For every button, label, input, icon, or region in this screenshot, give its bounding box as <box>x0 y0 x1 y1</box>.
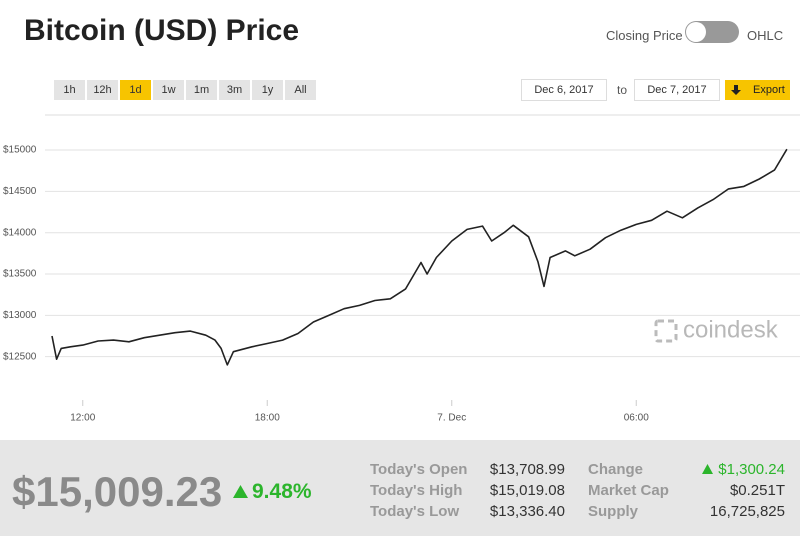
range-button[interactable]: 1m <box>186 80 217 100</box>
x-tick-label: 7. Dec <box>437 413 466 424</box>
export-icon <box>731 85 741 95</box>
stat-value: $1,300.24 <box>718 461 785 478</box>
up-arrow <box>233 485 248 498</box>
toggle-label[interactable]: Closing Price <box>606 28 683 43</box>
range-button[interactable]: 3m <box>219 80 250 100</box>
y-tick-label: $14500 <box>3 186 37 197</box>
chart: coindesk $12500 $13000 $13500 $14000 $14500 $… <box>3 114 800 424</box>
range-button[interactable]: 12h <box>87 80 118 100</box>
watermark-text: coindesk <box>683 316 779 343</box>
stat-label: Market Cap <box>588 482 669 499</box>
x-tick-label: 06:00 <box>624 413 649 424</box>
export-button[interactable]: Export <box>725 80 790 100</box>
toggle-switch[interactable] <box>685 21 739 43</box>
stat-value: $0.251T <box>729 482 785 499</box>
stat-value: $15,019.08 <box>489 482 565 499</box>
range-button[interactable]: 1d <box>120 80 151 100</box>
range-button[interactable]: 1w <box>153 80 184 100</box>
price-line <box>51 148 788 366</box>
date-input[interactable]: Dec 7, 2017 <box>634 79 720 101</box>
y-tick-label: $14000 <box>3 227 37 238</box>
y-tick-label: $13000 <box>3 310 37 321</box>
range-button[interactable]: 1h <box>54 80 85 100</box>
stat-label: Supply <box>588 503 639 520</box>
summary-panel: $15,009.23 9.48% Today's Open $13,708.99 C… <box>0 440 800 536</box>
up-arrow <box>702 464 713 474</box>
stat-value: $13,708.99 <box>489 461 565 478</box>
stat-label: Today's Open <box>370 461 468 478</box>
date-input[interactable]: Dec 6, 2017 <box>521 79 607 101</box>
stat-label: Today's High <box>370 482 463 499</box>
toggle-knob <box>686 22 706 42</box>
page-title: Bitcoin (USD) Price <box>24 14 300 47</box>
x-tick-label: 12:00 <box>70 413 95 424</box>
watermark <box>654 319 678 343</box>
y-tick-label: $13500 <box>3 269 37 280</box>
toggle-label[interactable]: OHLC <box>747 28 784 43</box>
change-percent: 9.48% <box>252 480 312 503</box>
range-button[interactable]: All <box>285 80 316 100</box>
x-tick-label: 18:00 <box>255 413 280 424</box>
export-label: Export <box>753 84 785 96</box>
stat-label: Today's Low <box>370 503 460 520</box>
stat-value: 16,725,825 <box>709 503 785 520</box>
range-button[interactable]: 1y <box>252 80 283 100</box>
current-price: $15,009.23 <box>12 468 223 515</box>
y-tick-label: $12500 <box>3 351 37 362</box>
stat-value: $13,336.40 <box>489 503 565 520</box>
y-tick-label: $15000 <box>3 145 37 156</box>
stat-label: Change <box>588 461 644 478</box>
date-separator: to <box>617 83 628 97</box>
